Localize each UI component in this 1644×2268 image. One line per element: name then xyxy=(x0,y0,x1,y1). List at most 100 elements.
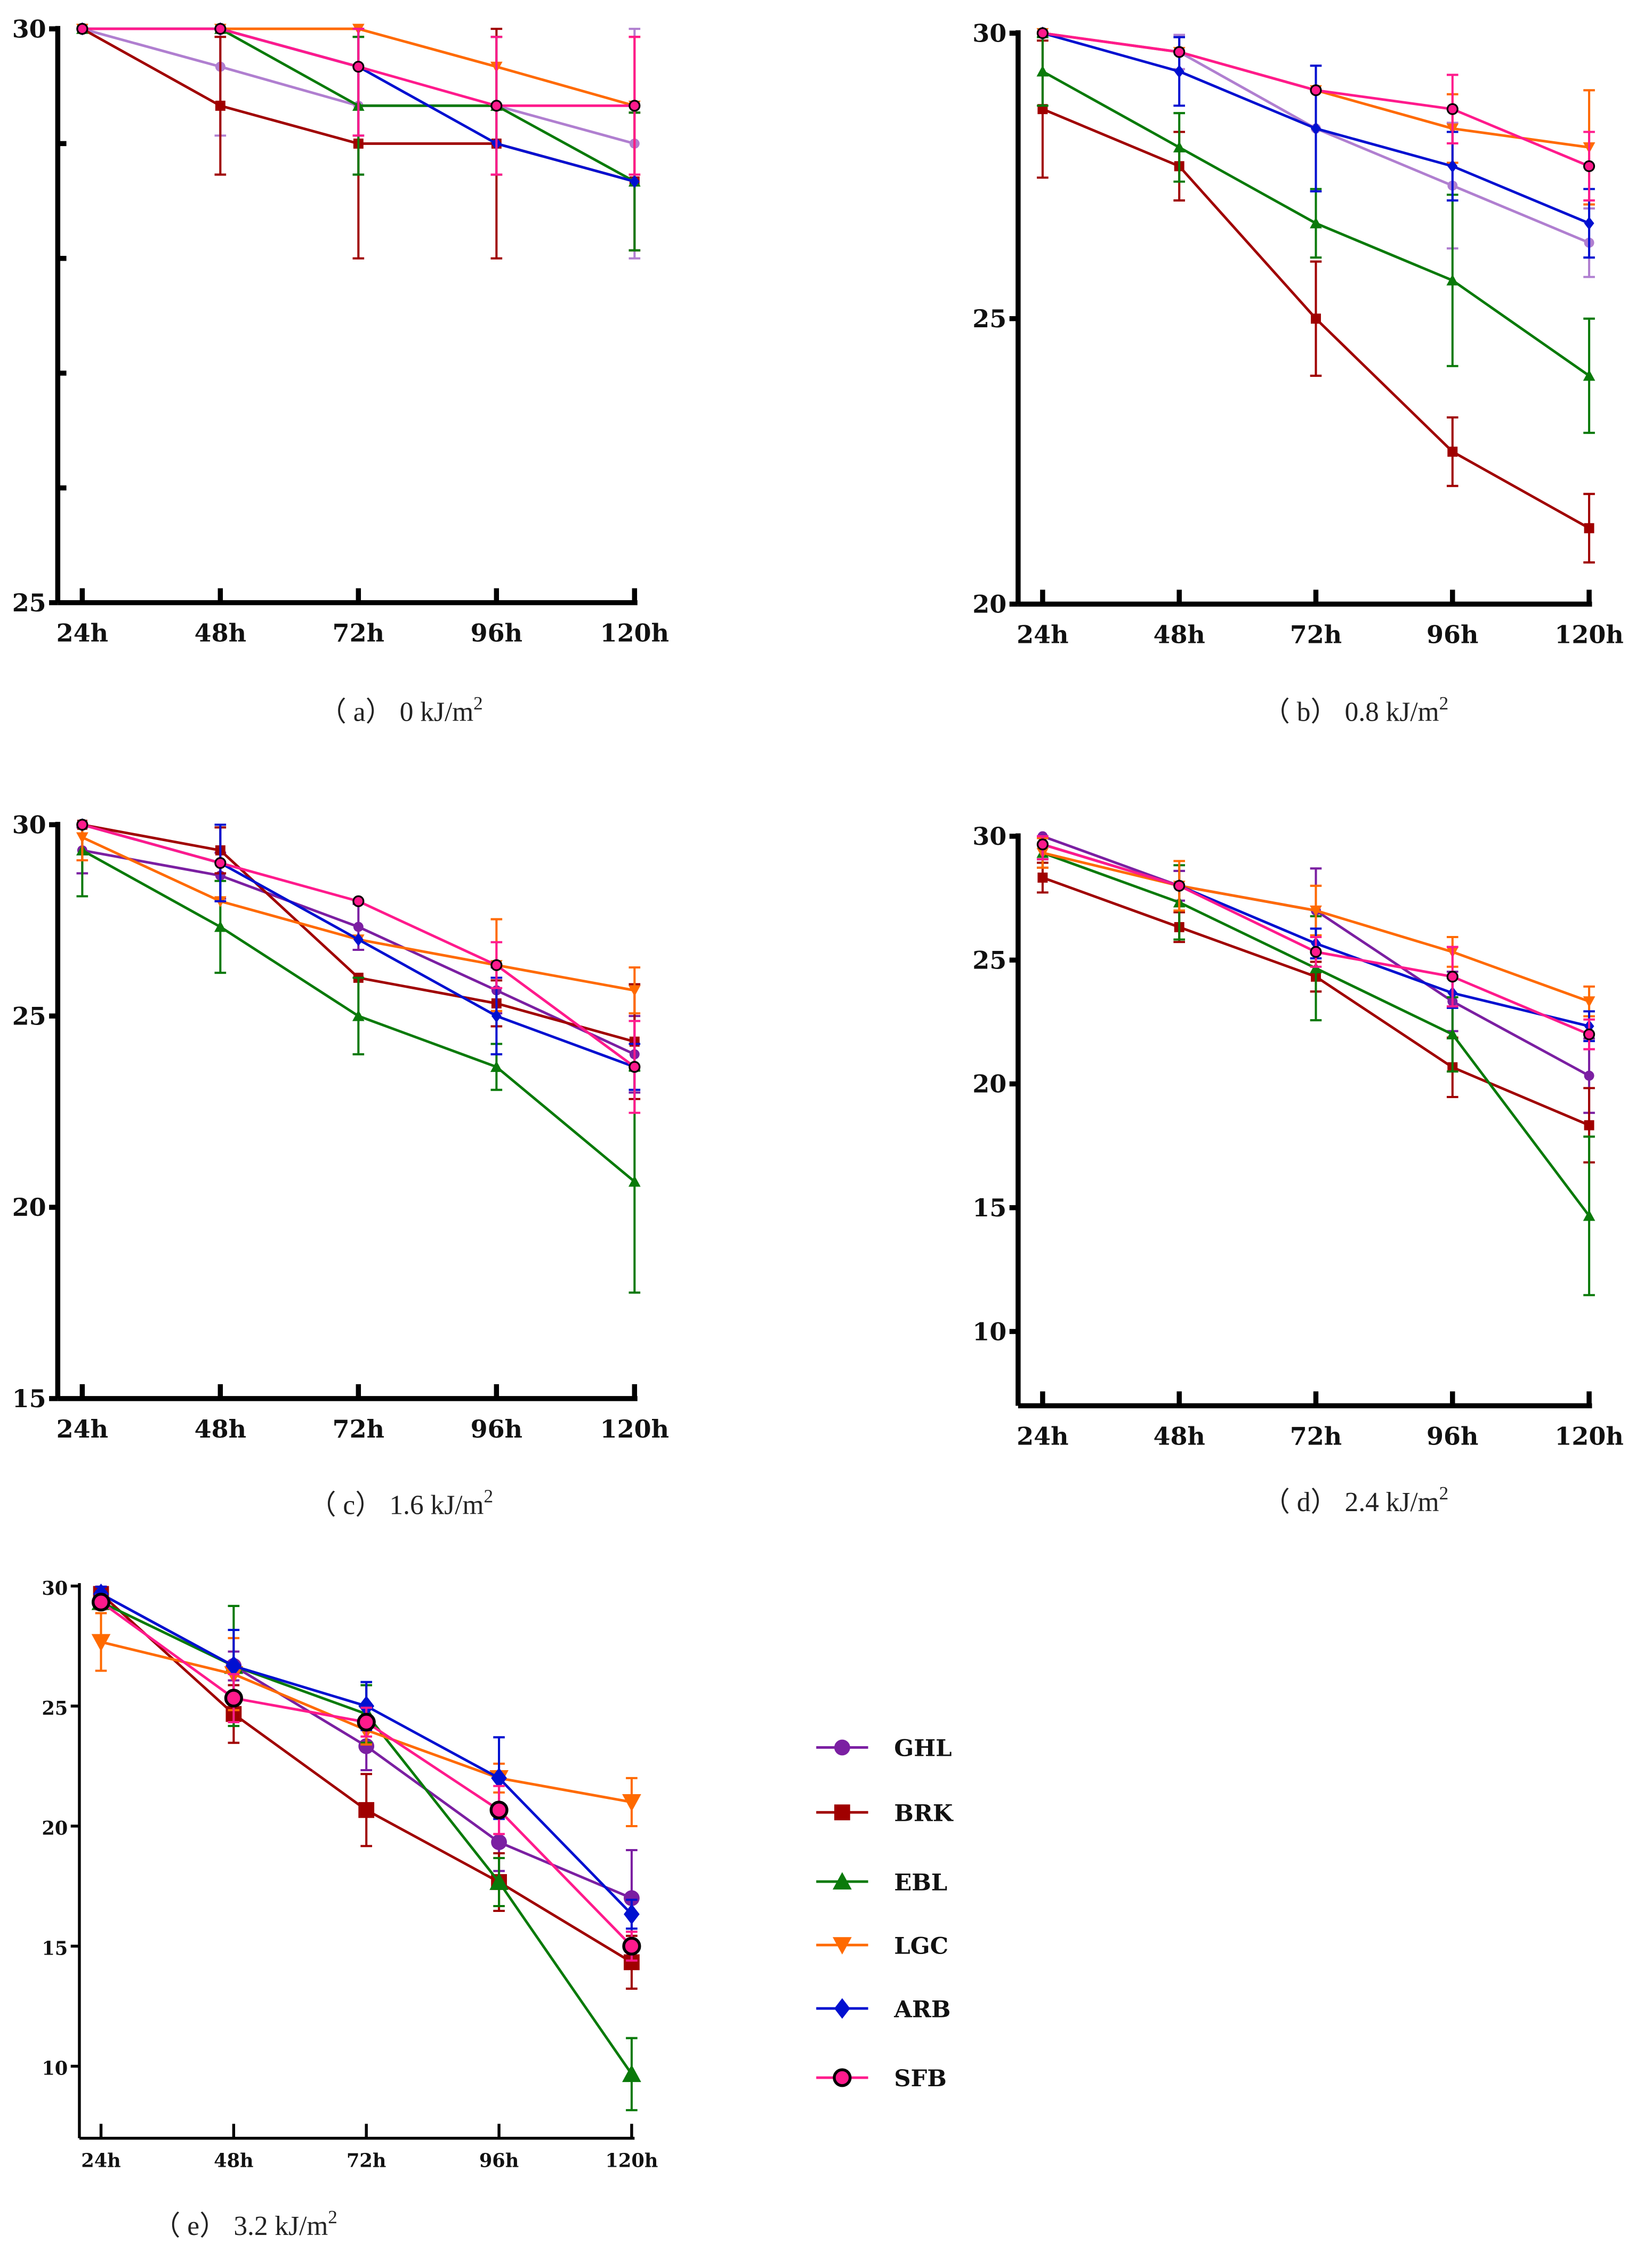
data-point xyxy=(489,1801,509,1820)
legend-item-lgc: LGC xyxy=(816,1932,948,1959)
x-tick-label: 24h xyxy=(1017,1422,1068,1450)
caption-sup: 2 xyxy=(473,693,483,714)
x-tick-label: 24h xyxy=(57,619,108,648)
y-tick-label: 20 xyxy=(12,1193,46,1222)
data-point xyxy=(353,933,364,946)
data-point xyxy=(629,175,640,188)
legend-label: EBL xyxy=(894,1869,947,1896)
data-point xyxy=(353,922,364,932)
y-tick-label: 15 xyxy=(972,1193,1006,1222)
y-tick-label: 15 xyxy=(42,1938,68,1959)
data-point xyxy=(1174,64,1184,78)
x-tick-label: 72h xyxy=(346,2150,386,2172)
y-tick-label: 25 xyxy=(12,1002,46,1030)
y-tick-label: 15 xyxy=(12,1384,46,1413)
data-point xyxy=(1446,971,1458,983)
y-tick-label: 30 xyxy=(42,1578,68,1600)
x-tick-label: 48h xyxy=(214,2150,253,2172)
y-tick-label: 25 xyxy=(972,946,1006,974)
data-point xyxy=(1173,879,1186,892)
x-tick-label: 120h xyxy=(1554,620,1623,649)
data-point xyxy=(1584,1070,1594,1081)
legend: GHL BRK EBL LGC ARB SFB xyxy=(816,1735,954,2092)
y-tick-label: 30 xyxy=(972,19,1006,47)
x-tick-label: 24h xyxy=(57,1415,108,1443)
legend-label: SFB xyxy=(894,2065,947,2092)
caption-text: 1.6 kJ/m xyxy=(389,1490,483,1520)
panel-caption: （ b） 0.8 kJ/m2 xyxy=(1263,693,1449,728)
data-point xyxy=(1583,160,1595,172)
caption-label: （ a） xyxy=(319,697,399,728)
data-point xyxy=(491,1834,507,1851)
panel-caption: （ c） 1.6 kJ/m2 xyxy=(309,1486,493,1521)
data-point xyxy=(622,2064,641,2083)
x-tick-label: 24h xyxy=(81,2150,120,2172)
data-point xyxy=(1173,141,1186,152)
legend-marker-icon xyxy=(833,2068,852,2087)
data-point xyxy=(214,921,227,932)
x-tick-label: 72h xyxy=(1290,1422,1342,1450)
data-point xyxy=(628,100,641,112)
caption-label: （ b） xyxy=(1263,697,1345,728)
caption-sup: 2 xyxy=(1439,693,1449,714)
x-tick-label: 120h xyxy=(600,619,669,648)
data-point xyxy=(1036,27,1049,39)
caption-sup: 2 xyxy=(483,1486,493,1507)
data-point xyxy=(1584,216,1594,230)
data-point xyxy=(628,1175,641,1187)
data-point xyxy=(489,1872,509,1890)
data-point xyxy=(628,1061,641,1073)
series-brk xyxy=(93,1585,640,1990)
legend-label: BRK xyxy=(894,1799,954,1827)
data-point xyxy=(622,1794,641,1812)
data-point xyxy=(1584,523,1594,534)
data-point xyxy=(1310,84,1322,96)
legend-label: GHL xyxy=(894,1735,952,1762)
data-point xyxy=(1446,103,1458,115)
x-tick-label: 48h xyxy=(195,619,246,648)
panel-b: 30 25 20 24h 48h 72h 96h 120h （ b） 0.8 kJ/m2 xyxy=(972,19,1624,727)
data-point xyxy=(91,1634,111,1652)
data-point xyxy=(1310,905,1322,917)
y-tick-label: 20 xyxy=(42,1818,68,1839)
data-point xyxy=(224,1689,243,1708)
data-point xyxy=(622,1936,641,1956)
panel-d: 30 25 20 15 10 24h 48h 72h 96h 120h （ d） 2.4 kJ/m2 xyxy=(972,822,1624,1518)
data-point xyxy=(1447,159,1458,173)
legend-marker-icon xyxy=(834,1998,850,2019)
legend-marker-icon xyxy=(834,1804,850,1821)
legend-label: LGC xyxy=(894,1932,948,1959)
data-point xyxy=(358,1802,375,1818)
legend-item-sfb: SFB xyxy=(816,2065,947,2092)
x-tick-label: 48h xyxy=(195,1415,246,1443)
y-tick-label: 20 xyxy=(972,1070,1006,1099)
data-point xyxy=(76,832,88,844)
x-tick-label: 96h xyxy=(1427,1422,1478,1450)
series-ebl xyxy=(1036,36,1595,434)
caption-text: 0 kJ/m xyxy=(400,697,473,728)
y-tick-label: 10 xyxy=(972,1317,1006,1346)
x-tick-label: 96h xyxy=(479,2150,519,2172)
data-point xyxy=(1583,1209,1595,1221)
caption-label: （ c） xyxy=(309,1490,389,1520)
data-point xyxy=(1036,65,1049,77)
series-brk xyxy=(77,819,641,1100)
data-point xyxy=(352,61,365,73)
data-point xyxy=(490,100,503,112)
data-point xyxy=(215,100,225,111)
x-tick-label: 96h xyxy=(1427,620,1478,649)
data-point xyxy=(76,23,88,35)
data-point xyxy=(1037,873,1048,883)
caption-text: 3.2 kJ/m xyxy=(233,2211,328,2241)
series-ebl xyxy=(91,1592,641,2111)
y-tick-label: 30 xyxy=(12,811,46,840)
x-tick-label: 48h xyxy=(1153,1422,1205,1450)
legend-label: ARB xyxy=(893,1996,950,2023)
data-point xyxy=(1583,1028,1595,1040)
series-ghl xyxy=(93,1585,640,1948)
series-sfb xyxy=(76,819,641,1114)
y-tick-label: 25 xyxy=(42,1698,68,1720)
y-tick-label: 30 xyxy=(972,822,1006,851)
data-point xyxy=(1584,1120,1594,1131)
